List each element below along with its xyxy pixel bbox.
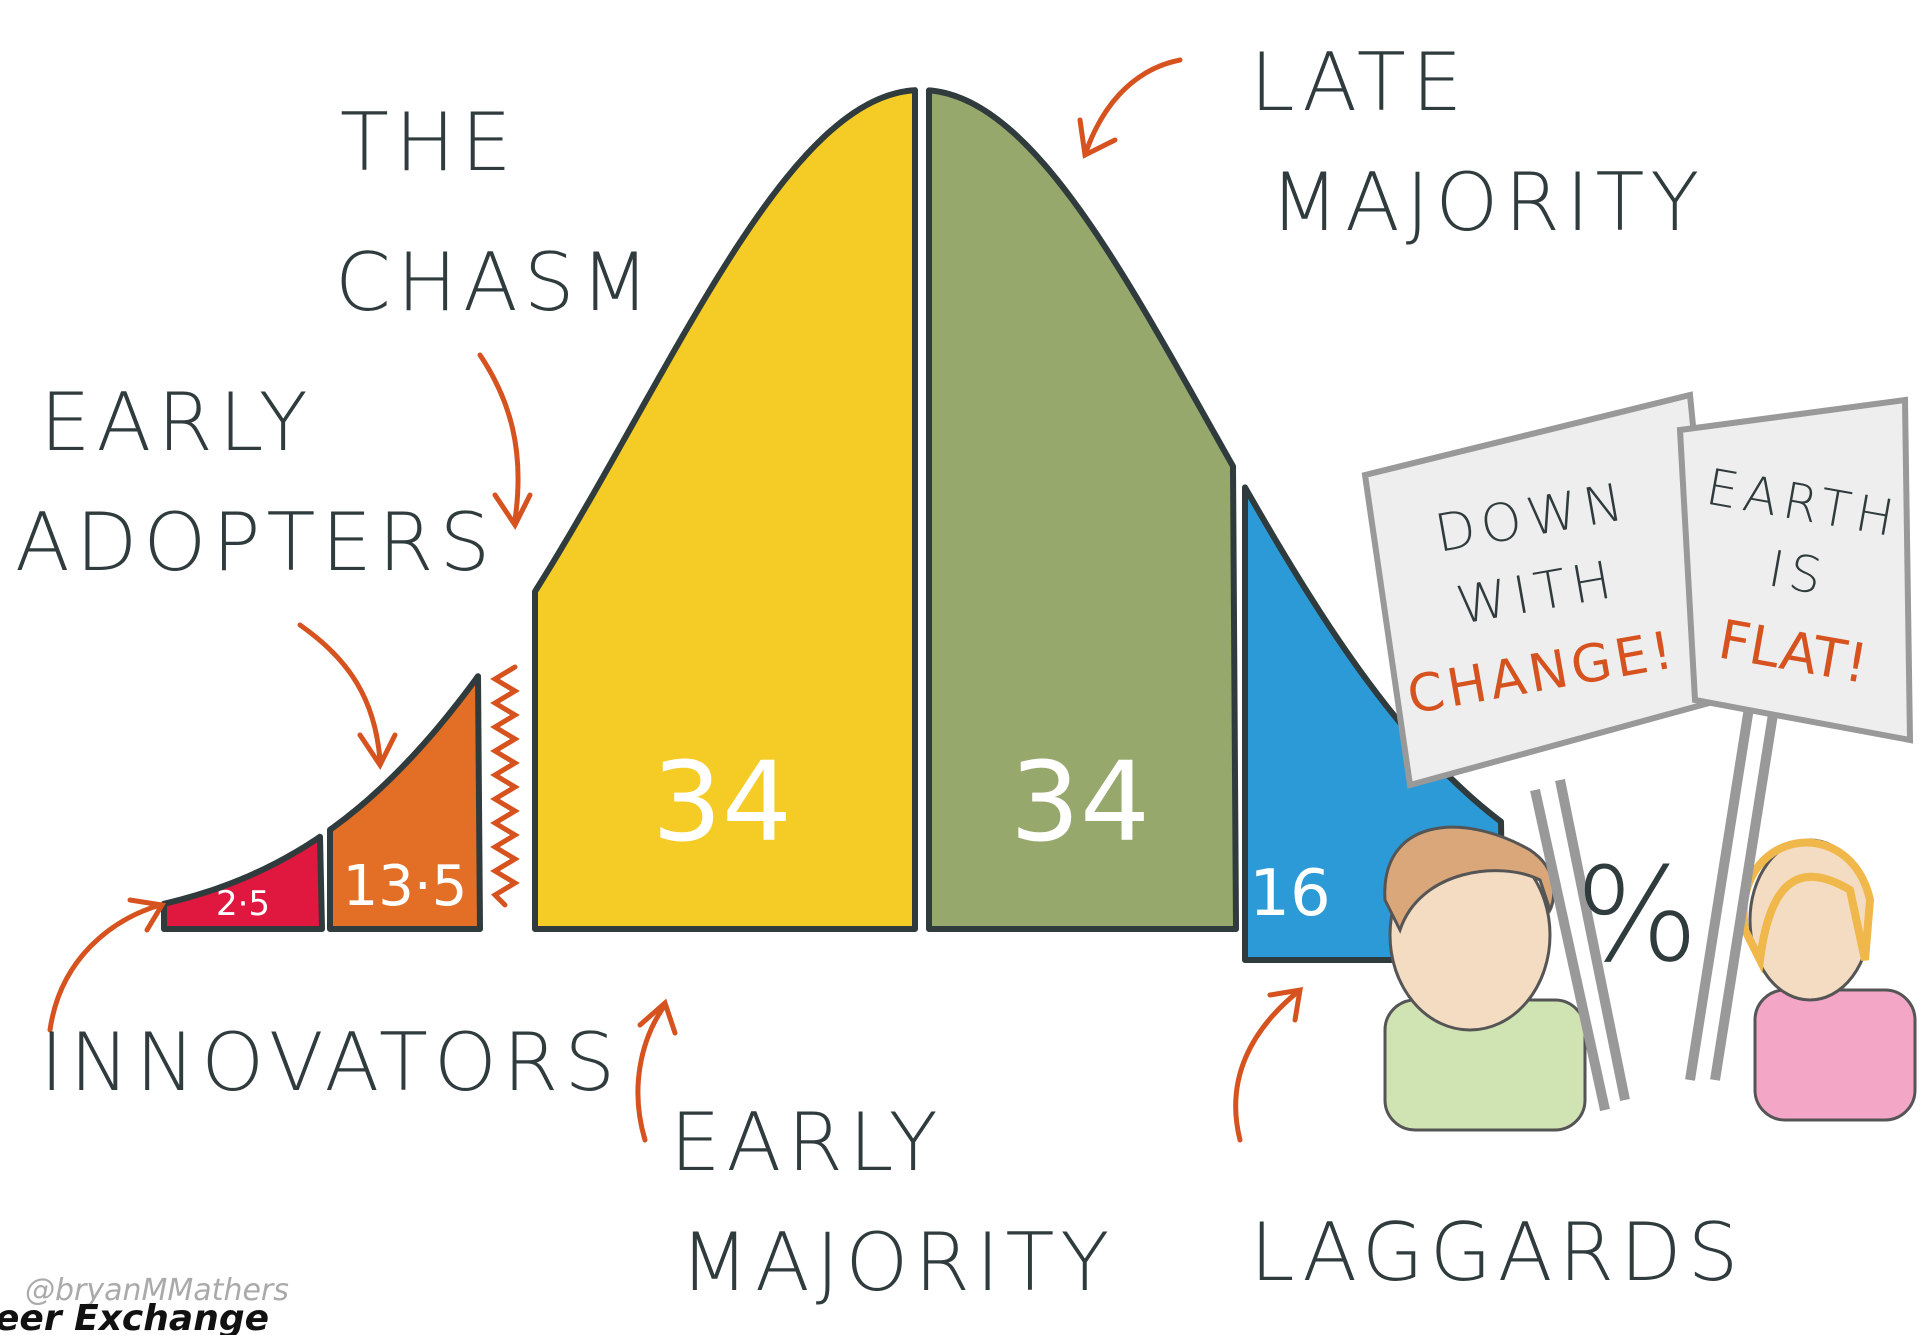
- chasm-label: THE: [340, 96, 518, 189]
- segment-name: EARLY: [40, 376, 314, 469]
- segment-name: LAGGARDS: [1250, 1206, 1744, 1299]
- arrow: [635, 998, 678, 1143]
- arrow: [47, 897, 167, 1033]
- bell-curve: [161, 87, 1506, 963]
- curve-segment: [532, 87, 918, 932]
- segment-name: MAJORITY: [680, 1216, 1115, 1309]
- arrow: [1233, 986, 1304, 1143]
- segment-value: 2·5: [216, 884, 270, 924]
- sign-text: IS: [1764, 540, 1832, 607]
- segment-name: EARLY: [670, 1096, 944, 1189]
- segment-name: MAJORITY: [1270, 156, 1705, 249]
- arrow: [297, 622, 398, 770]
- arrow: [477, 352, 533, 530]
- segment-name: INNOVATORS: [40, 1016, 621, 1109]
- chasm-zigzag: [490, 664, 520, 908]
- segment-value: 16: [1249, 857, 1330, 931]
- arrow: [1077, 57, 1183, 159]
- chasm-label: CHASM: [335, 236, 656, 329]
- segment-value: 13·5: [343, 854, 468, 919]
- credit: @bryanMMathers: [25, 1273, 289, 1308]
- curve-segment: [161, 833, 325, 932]
- segment-name: LATE: [1250, 36, 1468, 129]
- segment-name: ADOPTERS: [15, 496, 496, 589]
- segment-value: 34: [652, 738, 792, 866]
- curve-segment: [926, 87, 1239, 932]
- segment-value: 34: [1010, 738, 1150, 866]
- footer: eer Exchange: [0, 1298, 269, 1335]
- curve-segment: [327, 673, 483, 932]
- percent-sign: %: [1575, 839, 1705, 991]
- protesters: [1361, 391, 1917, 1132]
